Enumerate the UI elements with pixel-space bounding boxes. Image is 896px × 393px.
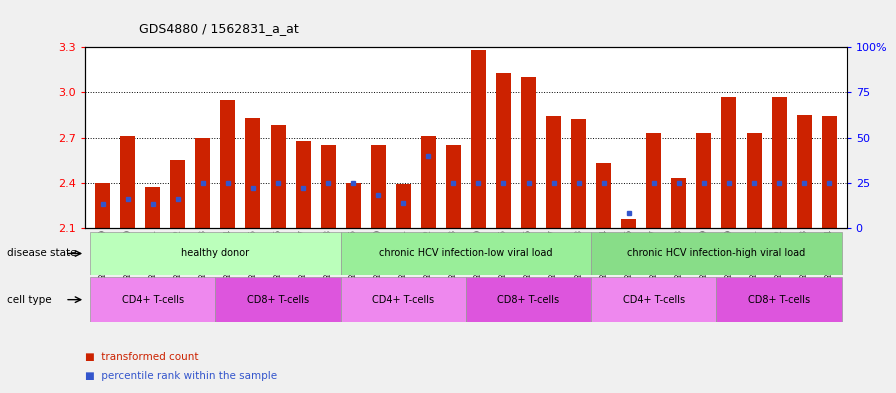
Bar bbox=[621, 219, 636, 228]
Text: CD8+ T-cells: CD8+ T-cells bbox=[247, 295, 309, 305]
Bar bbox=[90, 232, 340, 275]
Text: cell type: cell type bbox=[7, 295, 52, 305]
Bar bbox=[521, 77, 536, 228]
Bar bbox=[546, 116, 561, 228]
Bar bbox=[421, 136, 435, 228]
Bar bbox=[90, 277, 215, 322]
Bar bbox=[120, 136, 135, 228]
Bar bbox=[671, 178, 686, 228]
Bar bbox=[170, 160, 185, 228]
Bar bbox=[215, 277, 340, 322]
Text: disease state: disease state bbox=[7, 248, 77, 259]
Bar bbox=[246, 118, 261, 228]
Bar bbox=[571, 119, 586, 228]
Text: chronic HCV infection-low viral load: chronic HCV infection-low viral load bbox=[379, 248, 553, 259]
Text: CD4+ T-cells: CD4+ T-cells bbox=[372, 295, 435, 305]
Bar bbox=[717, 277, 841, 322]
Bar bbox=[296, 141, 311, 228]
Bar bbox=[721, 97, 737, 228]
Bar bbox=[371, 145, 386, 228]
Bar bbox=[596, 163, 611, 228]
Text: GDS4880 / 1562831_a_at: GDS4880 / 1562831_a_at bbox=[139, 22, 298, 35]
Bar bbox=[466, 277, 591, 322]
Bar bbox=[195, 138, 211, 228]
Text: CD4+ T-cells: CD4+ T-cells bbox=[122, 295, 184, 305]
Text: ■  transformed count: ■ transformed count bbox=[85, 352, 199, 362]
Bar bbox=[340, 277, 466, 322]
Bar bbox=[591, 232, 841, 275]
Text: healthy donor: healthy donor bbox=[181, 248, 249, 259]
Bar bbox=[95, 183, 110, 228]
Bar bbox=[271, 125, 286, 228]
Bar bbox=[396, 184, 410, 228]
Text: chronic HCV infection-high viral load: chronic HCV infection-high viral load bbox=[627, 248, 806, 259]
Text: CD8+ T-cells: CD8+ T-cells bbox=[748, 295, 810, 305]
Bar bbox=[340, 232, 591, 275]
Bar bbox=[797, 115, 812, 228]
Bar bbox=[591, 277, 717, 322]
Text: ■  percentile rank within the sample: ■ percentile rank within the sample bbox=[85, 371, 277, 381]
Bar bbox=[771, 97, 787, 228]
Bar bbox=[321, 145, 336, 228]
Bar bbox=[446, 145, 461, 228]
Bar bbox=[646, 133, 661, 228]
Bar bbox=[496, 73, 511, 228]
Bar bbox=[822, 116, 837, 228]
Text: CD8+ T-cells: CD8+ T-cells bbox=[497, 295, 560, 305]
Bar bbox=[746, 133, 762, 228]
Text: CD4+ T-cells: CD4+ T-cells bbox=[623, 295, 685, 305]
Bar bbox=[220, 100, 236, 228]
Bar bbox=[346, 183, 361, 228]
Bar bbox=[471, 50, 486, 228]
Bar bbox=[145, 187, 160, 228]
Bar bbox=[696, 133, 711, 228]
